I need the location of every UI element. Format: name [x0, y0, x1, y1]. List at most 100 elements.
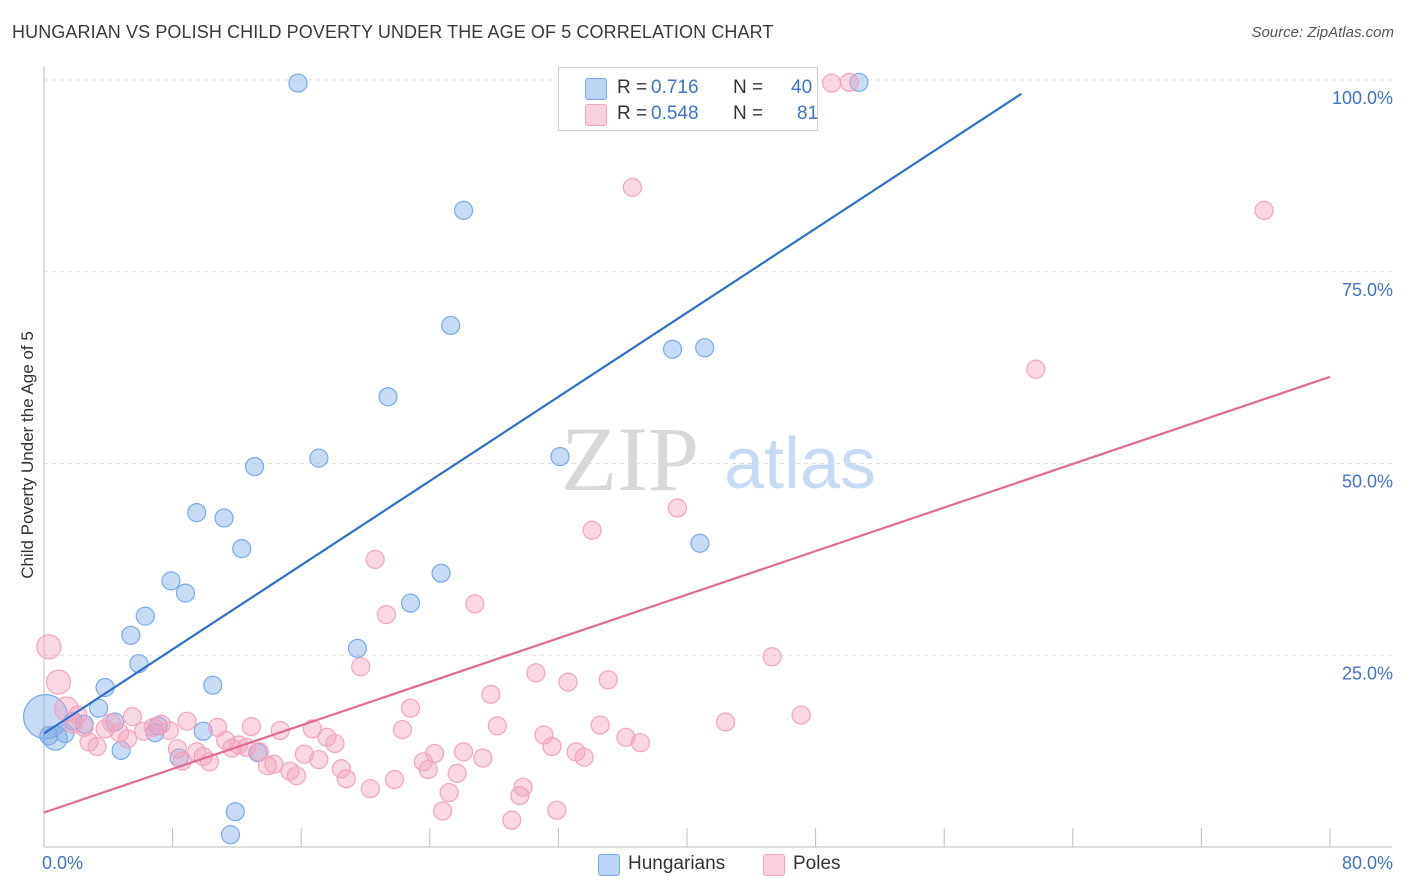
pole-point: [177, 711, 197, 731]
hungarian-point: [347, 638, 368, 658]
pole-point: [547, 800, 567, 820]
hungarians-r-value: 0.716: [651, 77, 699, 98]
x-tick-label: 0.0%: [42, 853, 83, 873]
hungarian-point: [187, 502, 207, 523]
pole-point: [630, 733, 650, 753]
pole-point: [36, 634, 62, 660]
hungarian-point: [135, 606, 155, 626]
pole-point: [392, 720, 413, 740]
pole-point: [425, 743, 445, 764]
r-label: R =: [617, 103, 648, 124]
pole-point: [228, 735, 249, 755]
pole-point: [667, 498, 687, 518]
hungarian-point: [129, 654, 149, 674]
pole-point: [167, 739, 188, 759]
pole-point: [439, 782, 459, 803]
hungarian-point: [161, 571, 181, 591]
pole-point: [574, 747, 594, 767]
pole-point: [590, 715, 610, 735]
pole-point: [331, 759, 351, 779]
pole-point: [791, 705, 811, 725]
n-label: N =: [733, 77, 764, 98]
source-label: Source: ZipAtlas.com: [1251, 24, 1394, 41]
hungarian-point: [121, 625, 141, 645]
r-label: R =: [617, 77, 648, 98]
poles-points: [36, 72, 1274, 830]
pole-point: [473, 748, 493, 768]
pole-point: [1254, 200, 1274, 220]
pole-point: [487, 716, 507, 736]
pole-point: [1026, 359, 1046, 379]
pole-point: [117, 729, 138, 749]
hungarian-point: [175, 583, 196, 603]
y-tick-label: 25.0%: [1342, 663, 1393, 683]
hungarians-points: [23, 72, 869, 845]
y-tick-label: 75.0%: [1342, 280, 1393, 300]
pole-point: [264, 754, 284, 774]
pole-point: [433, 801, 453, 821]
hungarian-point: [431, 563, 451, 583]
pole-point: [384, 769, 405, 790]
pole-point: [87, 736, 107, 757]
hungarians-swatch: [585, 78, 607, 100]
pole-point: [336, 769, 356, 789]
poles-r-value: 0.548: [651, 103, 699, 124]
watermark-zip: ZIP: [561, 408, 699, 510]
y-tick-label: 100.0%: [1332, 88, 1393, 108]
pole-point: [294, 744, 315, 764]
pole-point: [465, 594, 485, 614]
hungarian-point: [244, 456, 265, 477]
x-tick-label: 80.0%: [1342, 853, 1393, 873]
hungarian-point: [193, 721, 213, 741]
hungarians-trend-line: [43, 92, 1022, 735]
hungarian-point: [378, 387, 398, 407]
hungarian-point: [690, 533, 710, 553]
pole-point: [302, 719, 323, 739]
hungarian-point: [214, 508, 234, 528]
stats-legend: R = 0.716 N = 40 R = 0.548 N = 81: [558, 67, 818, 131]
poles-legend-swatch: [763, 854, 785, 876]
pole-point: [622, 177, 642, 197]
pole-point: [616, 727, 636, 747]
pole-point: [822, 73, 842, 93]
hungarians-legend-label: Hungarians: [628, 853, 726, 874]
pole-point: [481, 684, 501, 704]
hungarian-point: [225, 802, 245, 822]
pole-point: [839, 72, 859, 92]
pole-point: [241, 716, 261, 737]
hungarian-point: [441, 315, 461, 336]
pole-point: [159, 720, 179, 741]
hungarian-point: [400, 593, 421, 613]
pole-point: [122, 707, 143, 727]
hungarians-legend-swatch: [598, 854, 620, 876]
pole-point: [502, 810, 522, 830]
hungarian-point: [695, 338, 715, 358]
pole-point: [447, 763, 467, 783]
pole-point: [325, 733, 345, 754]
hungarian-point: [248, 743, 268, 763]
chart-title: HUNGARIAN VS POLISH CHILD POVERTY UNDER …: [12, 22, 774, 42]
pole-point: [101, 713, 122, 733]
pole-point: [376, 604, 396, 625]
pole-point: [286, 766, 306, 786]
pole-point: [360, 779, 380, 799]
hungarian-point: [309, 448, 329, 468]
poles-n-value: 81: [797, 103, 819, 124]
pole-point: [418, 759, 438, 780]
pole-point: [45, 669, 72, 695]
hungarians-n-value: 40: [791, 77, 813, 98]
pole-point: [216, 730, 236, 750]
pole-point: [74, 717, 94, 737]
pole-point: [134, 721, 154, 741]
pole-point: [762, 647, 782, 667]
pole-point: [400, 698, 421, 718]
watermark: ZIP atlas: [561, 408, 876, 510]
hungarian-point: [203, 675, 223, 695]
pole-point: [534, 725, 554, 745]
hungarian-point: [220, 825, 241, 845]
hungarian-point: [453, 200, 474, 220]
poles-swatch: [585, 104, 607, 126]
pole-point: [257, 756, 278, 776]
pole-point: [582, 520, 602, 540]
